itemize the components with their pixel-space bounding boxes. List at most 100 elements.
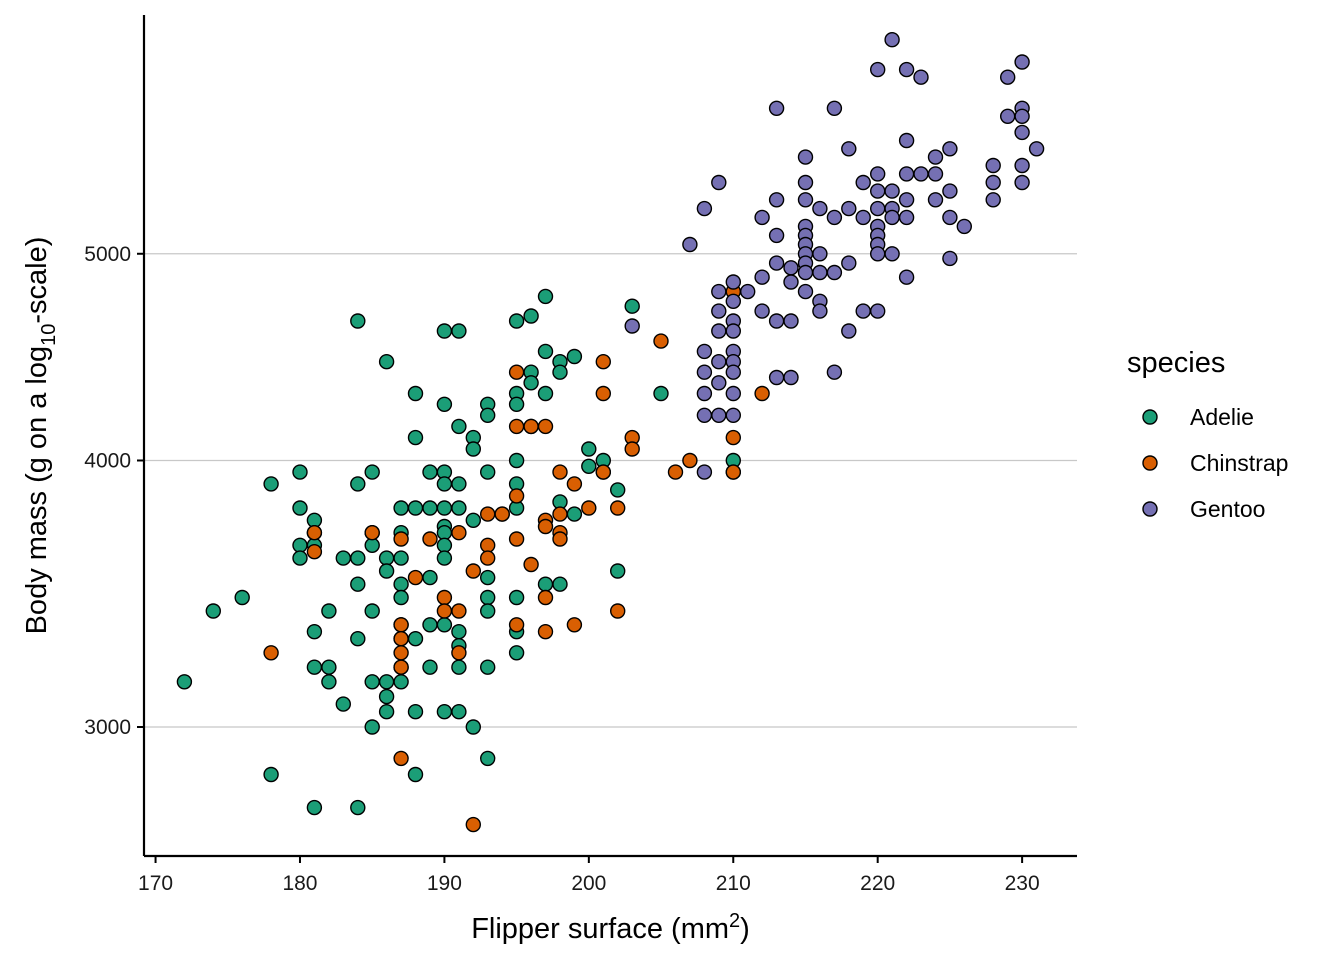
- y-axis-title: Body mass (g on a log10-scale): [21, 237, 60, 635]
- data-point-adelie: [451, 323, 467, 339]
- data-point-adelie: [393, 674, 409, 690]
- data-point-gentoo: [768, 227, 785, 244]
- data-point-adelie: [653, 385, 669, 402]
- data-point-adelie: [350, 476, 366, 492]
- data-point-gentoo: [725, 407, 741, 423]
- data-point-adelie: [263, 476, 279, 492]
- legend: species Adelie Chinstrap Gentoo: [1127, 347, 1288, 522]
- data-point-gentoo: [696, 200, 713, 217]
- data-point-adelie: [508, 452, 525, 469]
- x-tick-label: 170: [138, 872, 173, 895]
- data-point-gentoo: [884, 246, 900, 262]
- data-point-adelie: [480, 589, 496, 606]
- data-point-gentoo: [711, 375, 727, 391]
- y-tick-label: 5000: [84, 243, 131, 266]
- data-point-gentoo: [754, 269, 770, 285]
- data-point-gentoo: [870, 61, 886, 78]
- data-point-gentoo: [797, 192, 814, 208]
- data-point-gentoo: [768, 100, 785, 117]
- data-point-adelie: [364, 719, 380, 735]
- data-point-gentoo: [855, 209, 871, 226]
- data-point-adelie: [480, 750, 496, 767]
- data-point-gentoo: [870, 183, 886, 199]
- data-point-chinstrap: [537, 418, 554, 435]
- data-point-adelie: [364, 674, 380, 690]
- data-point-gentoo: [725, 385, 741, 402]
- data-point-adelie: [436, 704, 453, 720]
- data-point-gentoo: [711, 354, 727, 370]
- data-point-adelie: [537, 288, 554, 305]
- data-point-chinstrap: [393, 645, 409, 661]
- data-point-adelie: [234, 589, 250, 606]
- data-point-gentoo: [696, 343, 713, 360]
- data-point-chinstrap: [508, 617, 525, 633]
- x-tick-label: 190: [427, 872, 462, 895]
- data-point-adelie: [436, 476, 453, 492]
- data-point-gentoo: [898, 132, 915, 149]
- data-point-gentoo: [913, 166, 929, 182]
- data-point-gentoo: [711, 407, 727, 423]
- data-point-adelie: [335, 696, 351, 712]
- data-point-adelie: [508, 313, 525, 329]
- data-point-gentoo: [783, 313, 799, 329]
- data-point-adelie: [350, 631, 366, 647]
- data-point-chinstrap: [725, 429, 741, 446]
- data-point-gentoo: [898, 61, 915, 78]
- data-point-gentoo: [985, 192, 1001, 208]
- data-point-gentoo: [624, 318, 640, 334]
- legend-label-chinstrap: Chinstrap: [1190, 450, 1288, 476]
- data-point-adelie: [393, 589, 409, 606]
- data-point-adelie: [480, 464, 496, 480]
- data-point-adelie: [364, 464, 380, 480]
- data-point-adelie: [537, 343, 554, 360]
- data-point-adelie: [436, 550, 453, 566]
- data-point-chinstrap: [508, 531, 525, 547]
- data-point-adelie: [436, 537, 453, 553]
- data-point-chinstrap: [508, 418, 525, 435]
- data-point-gentoo: [870, 200, 886, 217]
- data-point-adelie: [407, 385, 424, 402]
- data-point-chinstrap: [595, 354, 611, 370]
- data-point-adelie: [422, 464, 438, 480]
- x-tick-label: 220: [860, 872, 895, 895]
- data-point-gentoo: [725, 293, 741, 309]
- data-point-adelie: [465, 719, 481, 735]
- data-point-adelie: [552, 576, 568, 592]
- data-point-adelie: [407, 429, 424, 446]
- data-point-gentoo: [725, 364, 741, 380]
- data-point-chinstrap: [754, 385, 770, 402]
- y-tick-label: 3000: [84, 716, 131, 739]
- data-point-chinstrap: [610, 603, 626, 619]
- data-point-gentoo: [870, 166, 886, 182]
- data-point-chinstrap: [480, 506, 496, 522]
- data-point-adelie: [465, 512, 481, 528]
- data-point-adelie: [508, 396, 525, 412]
- data-point-gentoo: [725, 274, 741, 290]
- x-axis-title: Flipper surface (mm2): [471, 910, 750, 945]
- data-point-gentoo: [841, 323, 857, 339]
- data-point-chinstrap: [552, 531, 568, 547]
- data-point-adelie: [321, 659, 337, 675]
- x-tick-label: 210: [716, 872, 751, 895]
- data-point-gentoo: [898, 209, 915, 226]
- data-point-gentoo: [812, 264, 828, 281]
- data-point-chinstrap: [451, 603, 467, 619]
- data-point-adelie: [451, 704, 467, 720]
- data-point-adelie: [378, 550, 395, 566]
- data-point-gentoo: [841, 200, 857, 217]
- x-tick-label: 200: [571, 872, 606, 895]
- data-point-adelie: [350, 576, 366, 592]
- data-point-adelie: [537, 576, 554, 592]
- data-point-chinstrap: [263, 645, 279, 661]
- data-point-gentoo: [826, 209, 843, 226]
- data-point-adelie: [292, 464, 308, 480]
- data-point-chinstrap: [537, 624, 554, 640]
- data-point-chinstrap: [407, 569, 424, 586]
- data-point-gentoo: [898, 166, 915, 182]
- data-point-adelie: [407, 766, 424, 783]
- data-point-adelie: [581, 441, 597, 457]
- data-point-chinstrap: [537, 518, 554, 535]
- data-point-chinstrap: [393, 617, 409, 633]
- data-point-gentoo: [870, 246, 886, 262]
